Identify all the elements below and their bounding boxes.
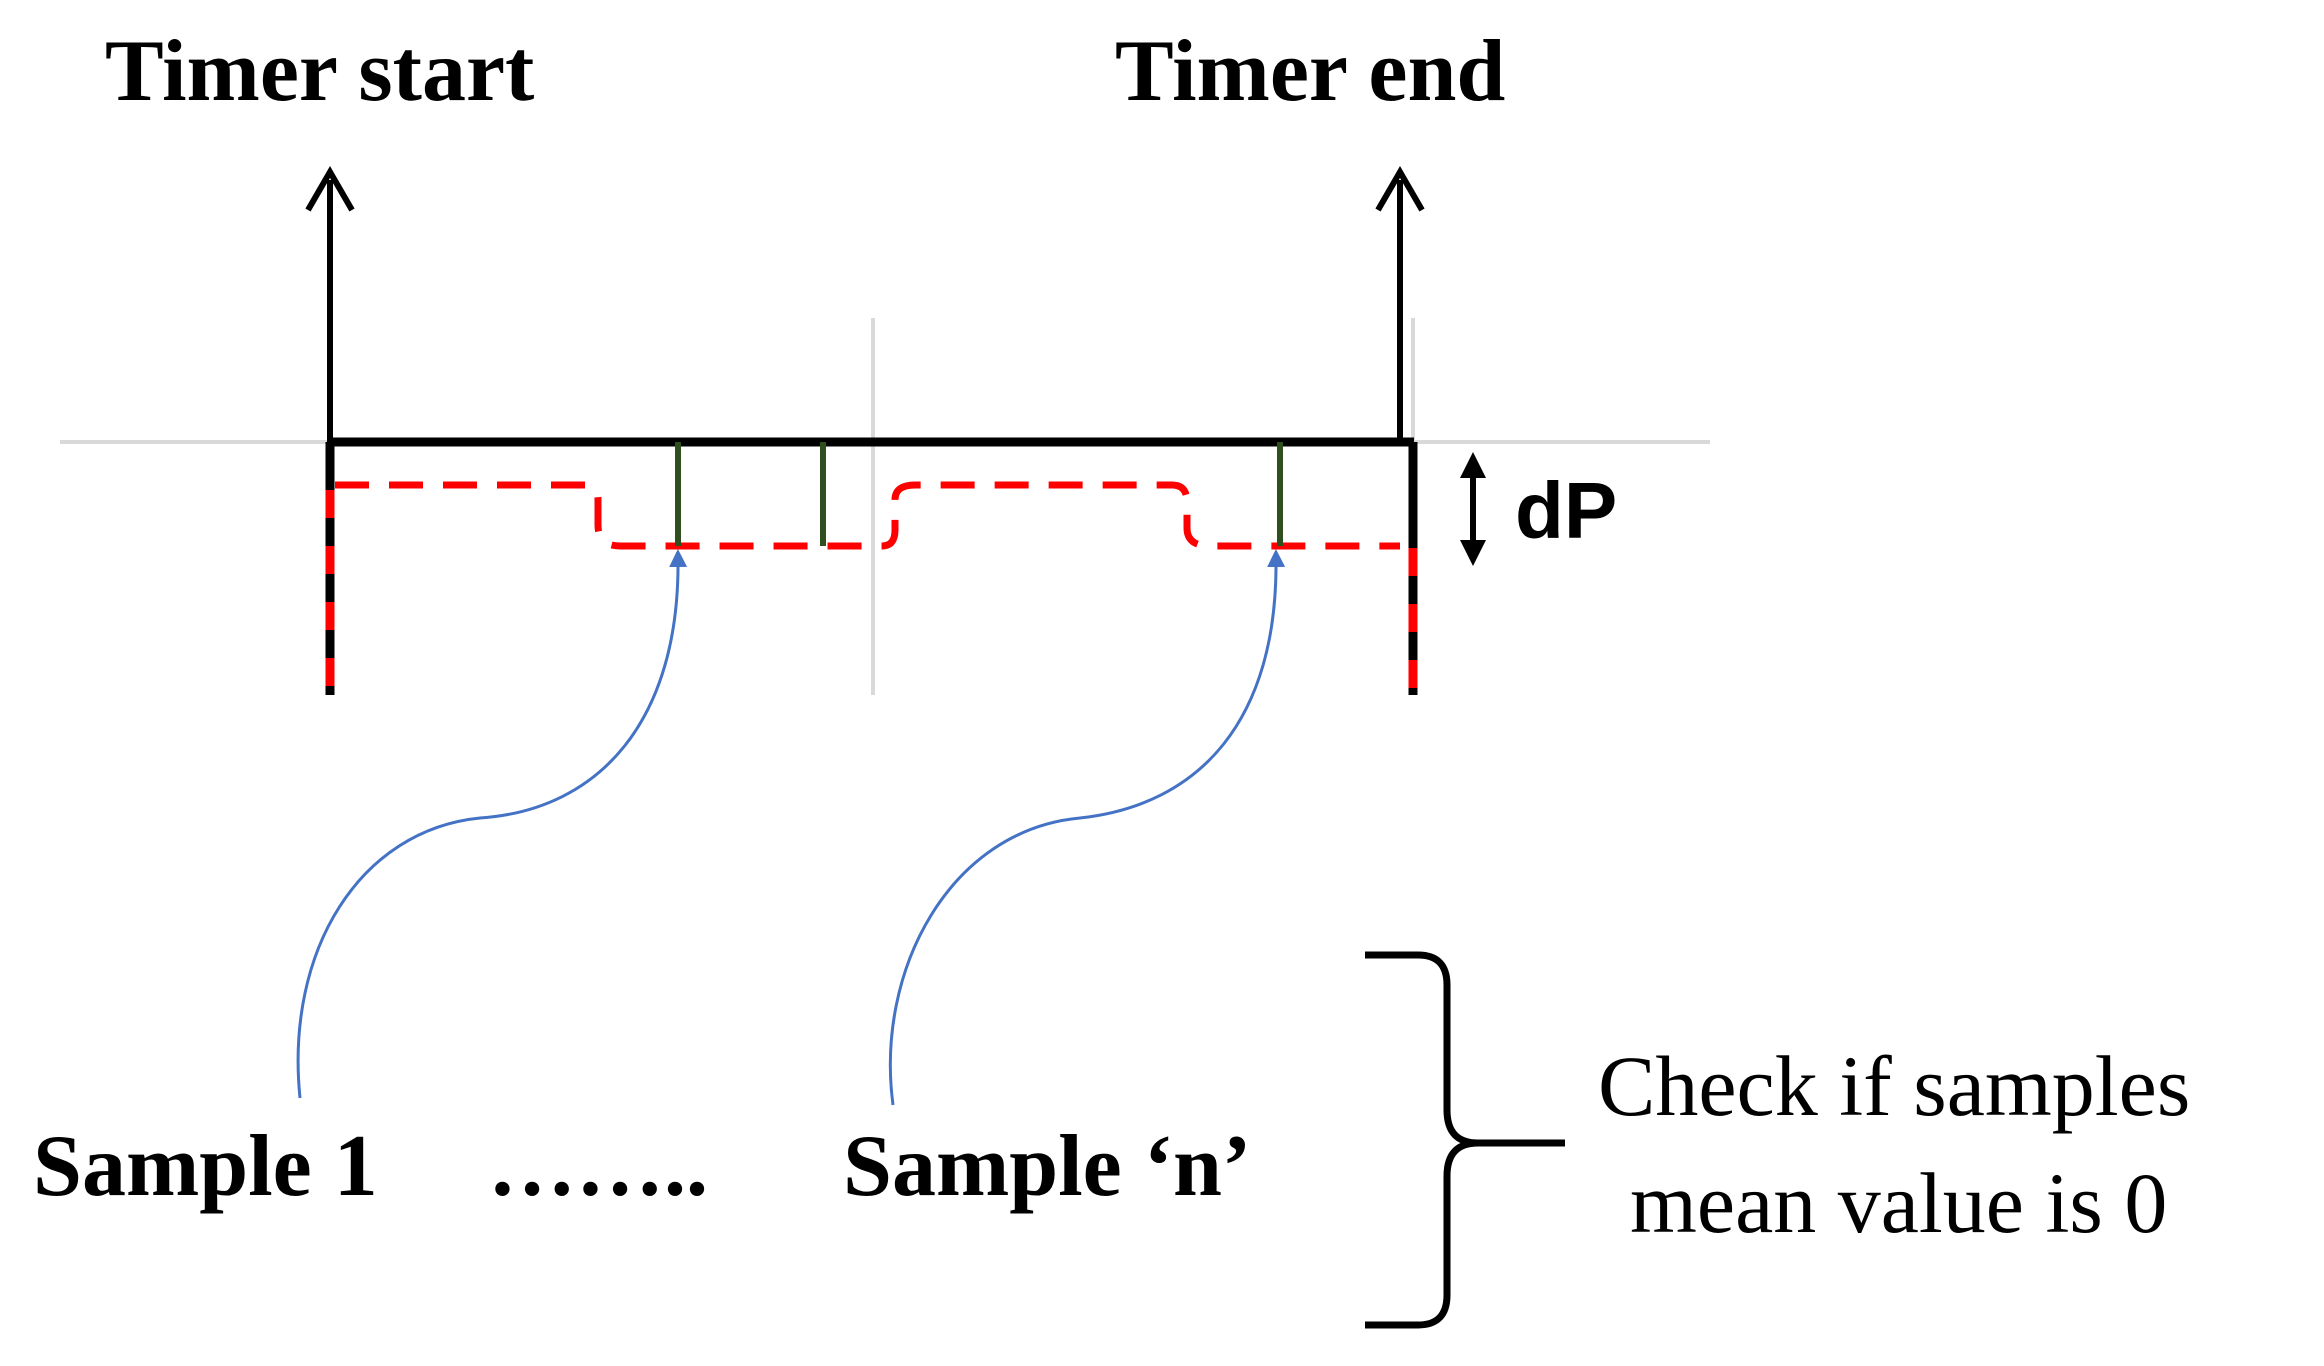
check-mean-line-2: mean value is 0 xyxy=(1630,1155,2167,1251)
check-mean-line-1: Check if samples xyxy=(1598,1038,2190,1134)
timer-start-arrow xyxy=(305,166,355,442)
sample-n-pointer-arrow xyxy=(888,549,1286,1106)
dp-label: dP xyxy=(1515,466,1617,555)
sample-1-label: Sample 1 xyxy=(33,1118,378,1215)
sample-n-label: Sample ‘n’ xyxy=(843,1118,1251,1215)
timer-end-arrow xyxy=(1375,166,1425,442)
grouping-brace xyxy=(1365,951,1565,1329)
dp-double-arrow xyxy=(1460,452,1486,566)
timer-start-label: Timer start xyxy=(105,23,534,120)
sample-1-pointer-arrow xyxy=(296,549,688,1099)
dashed-signal-trace xyxy=(335,481,1400,550)
ellipsis-label: …….. xyxy=(488,1118,708,1215)
timer-end-label: Timer end xyxy=(1115,23,1505,120)
